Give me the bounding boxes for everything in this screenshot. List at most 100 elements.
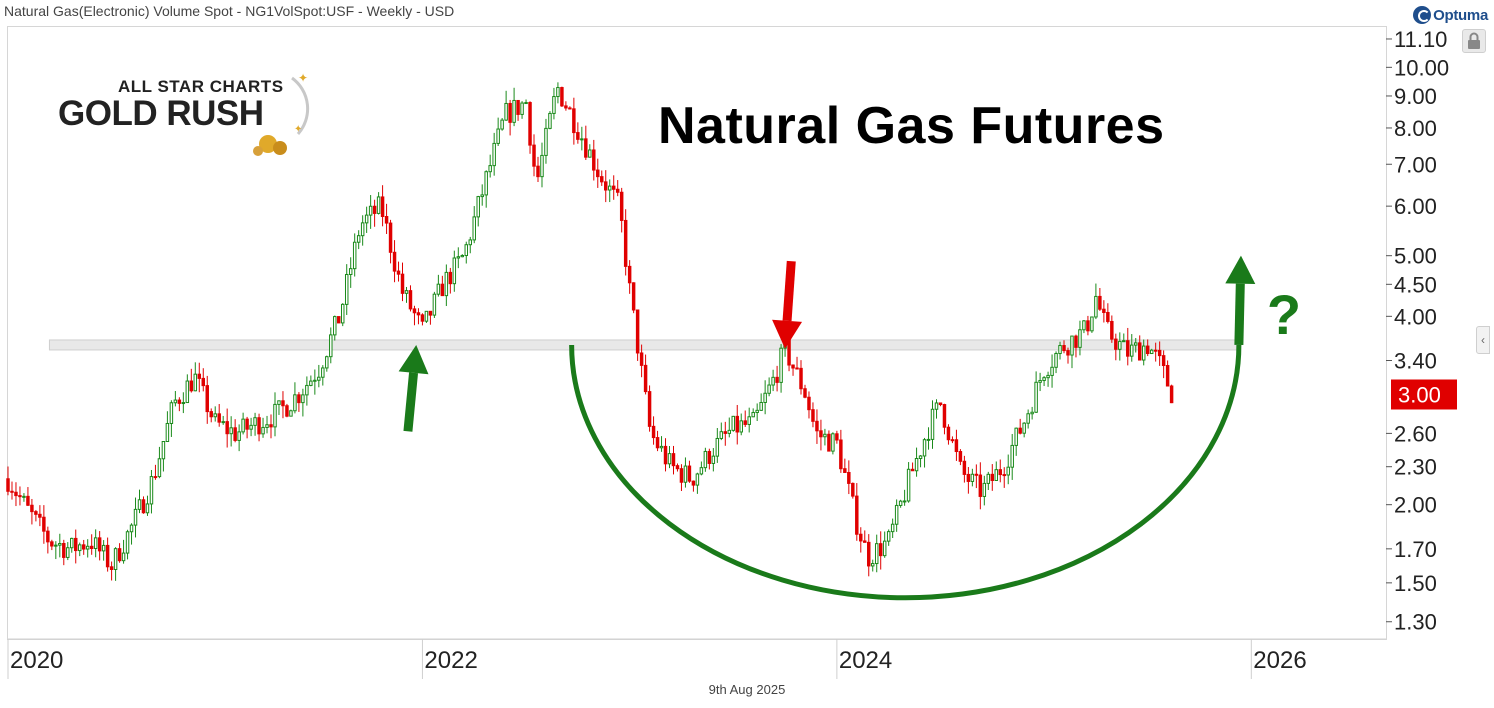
candle-body bbox=[392, 251, 397, 272]
gold-rush-line2: GOLD RUSH bbox=[58, 94, 264, 133]
candle-body bbox=[50, 541, 54, 547]
candle-body bbox=[101, 544, 106, 552]
candle-body bbox=[269, 424, 273, 428]
candle-body bbox=[233, 427, 237, 441]
candle-body bbox=[329, 334, 333, 358]
candle-body bbox=[1042, 377, 1046, 381]
candle-body bbox=[827, 433, 831, 452]
candle-body bbox=[149, 476, 154, 505]
rounding-bottom-arc bbox=[569, 344, 1242, 601]
candle-body bbox=[751, 412, 755, 418]
candle-body bbox=[1090, 316, 1094, 332]
candle-body bbox=[380, 196, 385, 217]
candle-body bbox=[890, 523, 895, 533]
candle-body bbox=[201, 377, 205, 387]
y-tick-label: 8.00 bbox=[1394, 116, 1437, 141]
candle-body bbox=[1038, 379, 1042, 383]
candle-body bbox=[26, 495, 30, 506]
candle-body bbox=[639, 352, 644, 366]
candle-body bbox=[209, 411, 213, 418]
candle-body bbox=[950, 439, 955, 442]
candle-body bbox=[1006, 466, 1010, 476]
candle-body bbox=[10, 490, 14, 493]
y-tick-label: 1.30 bbox=[1394, 610, 1437, 635]
candle-body bbox=[926, 438, 931, 441]
candle-body bbox=[313, 379, 317, 382]
candle-body bbox=[109, 566, 114, 570]
candle-body bbox=[352, 241, 357, 270]
candle-body bbox=[404, 290, 409, 294]
candle-body bbox=[38, 513, 42, 518]
candle-body bbox=[560, 87, 564, 107]
candle-body bbox=[237, 431, 241, 441]
candle-body bbox=[815, 420, 819, 432]
candle-body bbox=[1149, 349, 1154, 355]
candle-body bbox=[46, 530, 50, 543]
candle-body bbox=[1141, 345, 1146, 361]
y-tick-label: 9.00 bbox=[1394, 84, 1437, 109]
candle-body bbox=[930, 408, 935, 440]
y-tick-label: 4.50 bbox=[1394, 272, 1437, 297]
candle-body bbox=[337, 316, 341, 324]
gold-rush-watermark: ✦ ✦ ALL STAR CHARTS GOLD RUSH bbox=[58, 72, 328, 162]
candle-body bbox=[675, 465, 680, 470]
candle-body bbox=[823, 433, 827, 438]
candle-body bbox=[161, 441, 166, 460]
candle-body bbox=[886, 531, 891, 542]
candle-body bbox=[878, 543, 883, 557]
candle-body bbox=[695, 473, 700, 486]
candle-body bbox=[1137, 342, 1142, 361]
support-arrow-head bbox=[398, 344, 429, 375]
last-price-badge bbox=[1391, 379, 1457, 410]
candle-body bbox=[452, 257, 457, 285]
candle-body bbox=[325, 356, 329, 369]
candle-body bbox=[137, 499, 142, 510]
candle-body bbox=[775, 376, 779, 383]
candle-body bbox=[811, 409, 815, 422]
candle-body bbox=[516, 99, 520, 115]
candle-body bbox=[623, 219, 628, 267]
resistance-arrow-head bbox=[772, 319, 803, 349]
candle-body bbox=[468, 239, 472, 246]
candle-body bbox=[472, 216, 476, 241]
candle-body bbox=[835, 433, 839, 441]
x-tick-label: 2026 bbox=[1253, 647, 1306, 674]
collapse-panel-button[interactable]: ‹ bbox=[1476, 326, 1490, 354]
x-tick-label: 2022 bbox=[424, 647, 477, 674]
candle-body bbox=[376, 196, 381, 214]
candle-body bbox=[727, 429, 732, 434]
candle-body bbox=[1030, 411, 1034, 415]
candle-body bbox=[333, 316, 337, 336]
candle-body bbox=[524, 102, 528, 105]
candle-body bbox=[157, 458, 162, 478]
candle-body bbox=[771, 376, 775, 386]
candle-body bbox=[93, 537, 98, 550]
candle-body bbox=[6, 478, 10, 492]
candle-body bbox=[173, 399, 178, 404]
candle-body bbox=[1070, 335, 1074, 356]
candle-body bbox=[679, 468, 684, 483]
candle-body bbox=[958, 451, 963, 462]
candle-body bbox=[667, 453, 672, 465]
candle-body bbox=[504, 102, 508, 121]
candle-body bbox=[532, 144, 536, 167]
optuma-logo: Optuma bbox=[1413, 4, 1488, 26]
candle-body bbox=[799, 367, 803, 390]
candle-body bbox=[121, 552, 126, 562]
candle-body bbox=[1165, 365, 1170, 387]
candle-body bbox=[966, 473, 971, 482]
lock-icon[interactable] bbox=[1462, 29, 1486, 53]
candle-body bbox=[596, 169, 600, 178]
candle-body bbox=[205, 385, 209, 413]
candle-body bbox=[683, 465, 688, 483]
candle-body bbox=[1122, 340, 1126, 343]
candle-body bbox=[508, 102, 512, 123]
candle-body bbox=[871, 563, 875, 567]
candle-body bbox=[317, 376, 321, 381]
candle-body bbox=[153, 476, 158, 479]
chart-header-title: Natural Gas(Electronic) Volume Spot - NG… bbox=[4, 3, 455, 19]
candle-body bbox=[747, 416, 751, 425]
candle-body bbox=[408, 290, 413, 310]
candle-body bbox=[898, 500, 903, 506]
